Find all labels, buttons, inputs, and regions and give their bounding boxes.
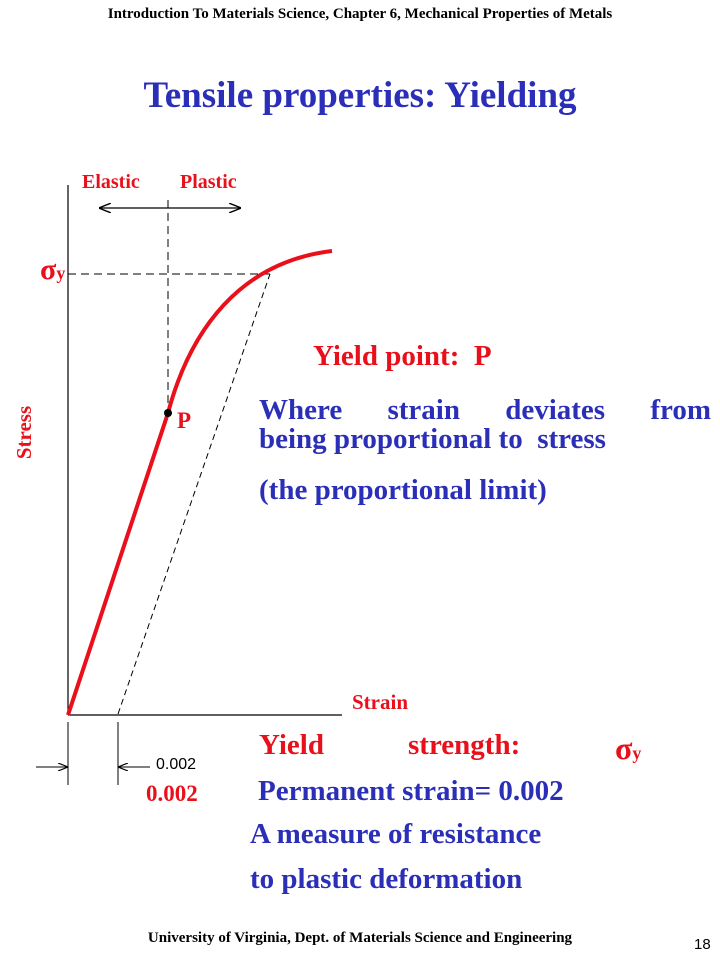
plastic-label: Plastic xyxy=(180,171,237,193)
yield-strength-sigma-subscript: y xyxy=(632,743,642,763)
sigma-symbol: σ xyxy=(40,253,57,286)
yield-point-marker xyxy=(164,409,172,417)
yield-strength-sigma: σy xyxy=(615,730,641,767)
yield-point-heading: Yield point: P xyxy=(313,340,492,372)
slide-title: Tensile properties: Yielding xyxy=(143,75,577,116)
yield-point-line3: (the proportional limit) xyxy=(259,474,547,506)
offset-line xyxy=(117,273,271,715)
slide-header: Introduction To Materials Science, Chapt… xyxy=(107,6,613,22)
offset-value-label: 0.002 xyxy=(146,781,198,806)
yield-strength-label-strength: strength: xyxy=(408,729,521,761)
elastic-label: Elastic xyxy=(82,171,140,193)
measure-line1: A measure of resistance xyxy=(250,818,542,850)
offset-tick-label: 0.002 xyxy=(156,756,197,773)
sigma-subscript: y xyxy=(56,263,66,283)
yield-strength-label-yield: Yield xyxy=(259,729,324,761)
sigma-y-axis-label: σy xyxy=(40,253,65,287)
stress-axis-label: Stress xyxy=(12,405,37,460)
slide-footer: University of Virginia, Dept. of Materia… xyxy=(147,930,573,946)
stress-strain-curve xyxy=(66,249,333,716)
point-p-label: P xyxy=(177,408,192,433)
strain-axis-label: Strain xyxy=(352,690,409,714)
measure-line2: to plastic deformation xyxy=(250,863,523,895)
yield-strength-sigma-symbol: σ xyxy=(615,730,633,766)
page-number: 18 xyxy=(694,936,711,953)
yield-point-line1: Where strain deviates from xyxy=(259,394,711,426)
permanent-strain-text: Permanent strain= 0.002 xyxy=(258,775,564,807)
yield-point-line2: being proportional to stress xyxy=(259,423,606,455)
